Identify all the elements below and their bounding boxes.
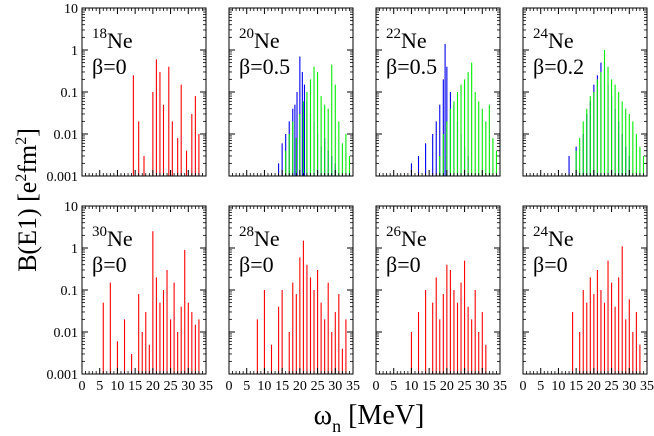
x-tick-label: 35 (199, 379, 213, 394)
panel-beta: β=0 (92, 252, 127, 277)
mass-number: 28 (239, 224, 254, 240)
y-tick-label: 1 (71, 44, 78, 59)
x-tick-label: 30 (622, 379, 636, 394)
mass-number: 24 (533, 26, 549, 42)
panel-beta: β=0 (386, 252, 421, 277)
y-tick-label: 0.01 (54, 128, 79, 143)
x-tick-label: 20 (587, 379, 601, 394)
x-tick-label: 20 (146, 379, 160, 394)
y-tick-label: 0.1 (61, 284, 79, 299)
x-tick-label: 25 (311, 379, 325, 394)
element-symbol: Ne (401, 226, 427, 251)
panel-beta: β=0.2 (533, 54, 584, 79)
panel-title: 26Ne (386, 224, 427, 251)
panel-title: 30Ne (92, 224, 133, 251)
x-tick-label: 10 (110, 379, 124, 394)
mass-number: 24 (533, 224, 549, 240)
y-tick-label: 0.001 (47, 368, 79, 383)
x-tick-label: 0 (373, 379, 380, 394)
x-tick-label: 15 (569, 379, 583, 394)
panel-title: 28Ne (239, 224, 280, 251)
mass-number: 26 (386, 224, 402, 240)
mass-number: 30 (92, 224, 107, 240)
x-tick-label: 10 (551, 379, 565, 394)
x-tick-label: 30 (475, 379, 489, 394)
element-symbol: Ne (254, 226, 280, 251)
x-tick-label: 25 (164, 379, 178, 394)
panel-beta: β=0.5 (386, 54, 437, 79)
element-symbol: Ne (107, 226, 133, 251)
panel-title: 18Ne (92, 26, 133, 53)
x-tick-label: 15 (275, 379, 289, 394)
x-tick-label: 30 (181, 379, 195, 394)
mass-number: 18 (92, 26, 107, 42)
panel-title: 24Ne (533, 26, 574, 53)
panel-beta: β=0 (239, 252, 274, 277)
mass-number: 20 (239, 26, 254, 42)
x-tick-label: 5 (390, 379, 397, 394)
panel-title: 22Ne (386, 26, 427, 53)
panel-beta: β=0 (92, 54, 127, 79)
panel-title: 24Ne (533, 224, 574, 251)
x-tick-label: 5 (96, 379, 103, 394)
mass-number: 22 (386, 26, 401, 42)
x-tick-label: 20 (293, 379, 307, 394)
x-tick-label: 5 (537, 379, 544, 394)
y-tick-label: 1 (71, 242, 78, 257)
element-symbol: Ne (548, 28, 574, 53)
element-symbol: Ne (401, 28, 427, 53)
y-tick-label: 0.001 (47, 170, 79, 185)
element-symbol: Ne (107, 28, 133, 53)
x-tick-label: 10 (404, 379, 418, 394)
y-axis-label: B(E1) [e2fm2] (13, 128, 42, 272)
x-tick-label: 20 (440, 379, 454, 394)
panel-beta: β=0 (533, 252, 568, 277)
x-tick-label: 30 (328, 379, 342, 394)
x-tick-label: 0 (520, 379, 527, 394)
x-tick-label: 10 (257, 379, 271, 394)
x-tick-label: 15 (422, 379, 436, 394)
x-tick-label: 25 (605, 379, 619, 394)
x-tick-label: 15 (128, 379, 142, 394)
y-tick-label: 10 (64, 2, 78, 17)
y-tick-label: 10 (64, 200, 78, 215)
x-axis-label: ωn [MeV] (314, 400, 425, 436)
x-tick-label: 35 (493, 379, 507, 394)
x-tick-label: 5 (243, 379, 250, 394)
y-tick-label: 0.1 (61, 86, 79, 101)
x-tick-label: 35 (640, 379, 654, 394)
panel-title: 20Ne (239, 26, 280, 53)
element-symbol: Ne (548, 226, 574, 251)
x-tick-label: 0 (79, 379, 86, 394)
panel-beta: β=0.5 (239, 54, 290, 79)
x-tick-label: 0 (226, 379, 233, 394)
y-tick-label: 0.01 (54, 326, 79, 341)
x-tick-label: 25 (458, 379, 472, 394)
element-symbol: Ne (254, 28, 280, 53)
panel-grid: 1010.10.010.00118Neβ=020Neβ=0.522Neβ=0.5… (47, 2, 654, 394)
x-tick-label: 35 (346, 379, 360, 394)
